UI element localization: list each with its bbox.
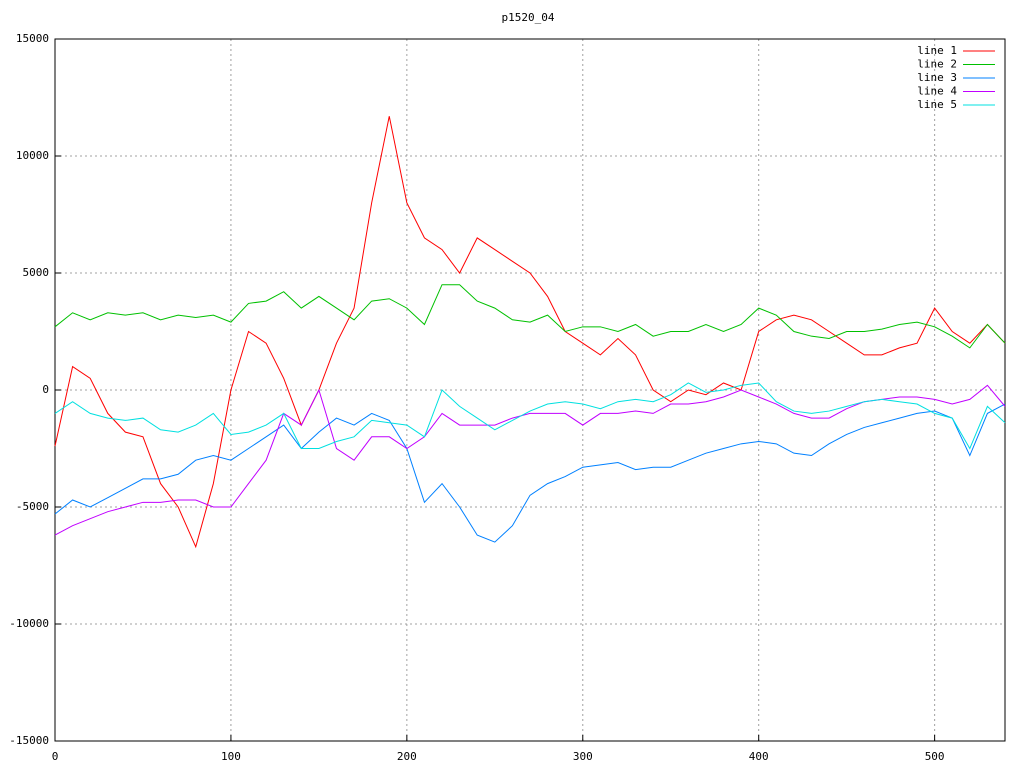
x-tick-label: 500 [925, 750, 945, 763]
y-tick-label: 5000 [23, 266, 50, 279]
legend-label: line 3 [917, 71, 957, 84]
x-tick-label: 400 [749, 750, 769, 763]
legend-label: line 2 [917, 58, 957, 71]
legend-label: line 5 [917, 98, 957, 111]
data-line [54, 284, 1006, 349]
y-tick-label: -15000 [9, 734, 49, 747]
y-tick-label: 10000 [16, 149, 49, 162]
chart-title: p1520_04 [502, 11, 555, 24]
x-tick-label: 100 [221, 750, 241, 763]
data-line [54, 403, 1006, 543]
data-line [54, 384, 1006, 536]
plot-frame [54, 38, 1006, 742]
x-tick-label: 200 [397, 750, 417, 763]
data-line [54, 382, 1006, 450]
y-tick-label: -5000 [16, 500, 49, 513]
y-tick-label: 15000 [16, 32, 49, 45]
y-tick-label: 0 [42, 383, 49, 396]
x-tick-label: 0 [52, 750, 59, 763]
x-tick-label: 300 [573, 750, 593, 763]
legend-label: line 1 [917, 44, 957, 57]
data-line [54, 116, 1006, 549]
legend-label: line 4 [917, 85, 957, 98]
y-tick-label: -10000 [9, 617, 49, 630]
